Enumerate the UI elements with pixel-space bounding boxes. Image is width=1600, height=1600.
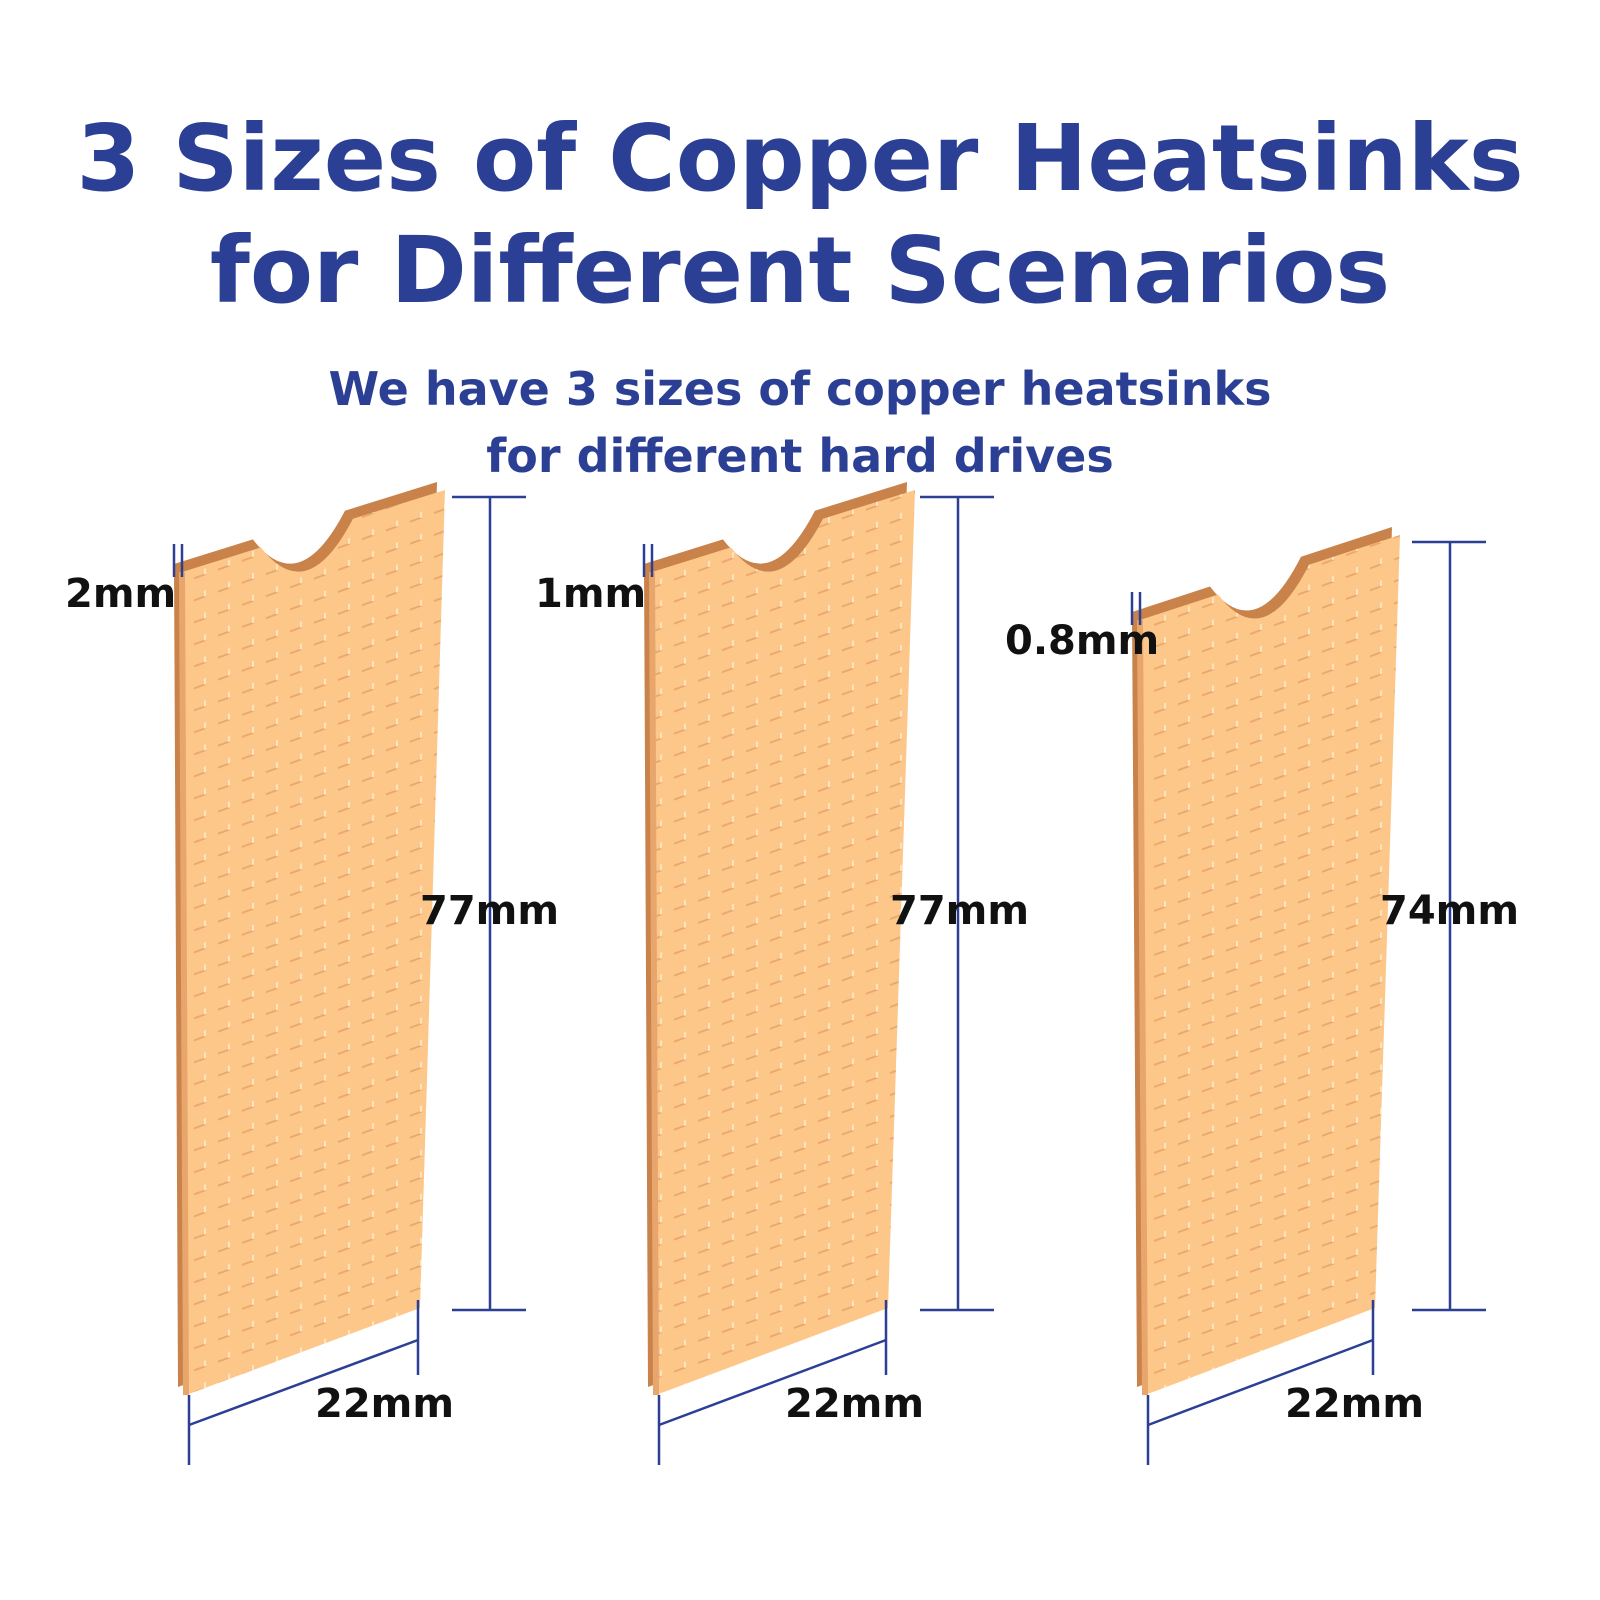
plate-texture (182, 490, 445, 1395)
plate-side (649, 571, 659, 1396)
thickness-label: 1mm (535, 571, 646, 617)
plate-side (179, 571, 189, 1396)
length-label: 77mm (420, 888, 559, 934)
thickness-label: 2mm (65, 571, 176, 617)
dim-line (658, 1338, 887, 1427)
dim-line (1147, 1338, 1374, 1427)
width-label: 22mm (1285, 1381, 1424, 1427)
width-label: 22mm (785, 1381, 924, 1427)
thickness-label: 0.8mm (1005, 618, 1159, 664)
subtitle-line: We have 3 sizes of copper heatsinks (329, 362, 1272, 416)
width-label: 22mm (315, 1381, 454, 1427)
length-label: 77mm (890, 888, 1029, 934)
plate-texture (652, 490, 915, 1395)
subtitle-line: for different hard drives (486, 429, 1113, 483)
plate-side (1137, 619, 1148, 1396)
title-line: for Different Scenarios (210, 217, 1390, 324)
plate-texture (1140, 535, 1400, 1395)
title-line: 3 Sizes of Copper Heatsinks (76, 105, 1523, 212)
length-label: 74mm (1380, 888, 1519, 934)
dim-line (188, 1338, 419, 1427)
